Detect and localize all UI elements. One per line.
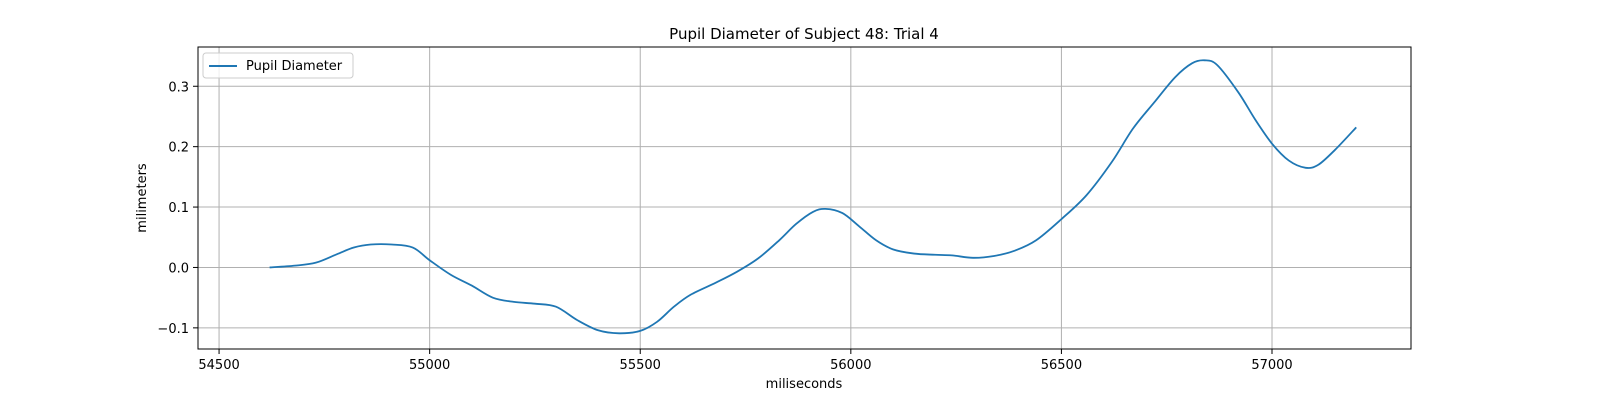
chart-title: Pupil Diameter of Subject 48: Trial 4 (669, 25, 939, 43)
x-tick-label: 55000 (409, 358, 450, 373)
x-tick-label: 56000 (830, 358, 871, 373)
y-tick-label: 0.2 (168, 141, 189, 156)
y-axis-label: milimeters (135, 163, 150, 233)
plot-frame (197, 46, 1412, 350)
legend: Pupil Diameter (202, 52, 354, 79)
tick-layer: 54500 55000 55500 56000 56500 57000 −0.1 0.0 0.1… (157, 80, 1292, 373)
x-axis-label: miliseconds (766, 377, 843, 392)
pupil-diameter-series-line (269, 59, 1357, 335)
y-tick-label: 0.1 (168, 201, 189, 216)
y-tick-label: −0.1 (157, 322, 189, 337)
legend-label: Pupil Diameter (246, 59, 343, 74)
legend-box (202, 52, 354, 79)
x-tick-label: 54500 (198, 358, 239, 373)
y-tick-label: 0.0 (168, 261, 189, 276)
x-tick-label: 55500 (620, 358, 661, 373)
y-tick-label: 0.3 (168, 80, 189, 95)
grid-layer (198, 47, 1411, 349)
x-tick-label: 57000 (1251, 358, 1292, 373)
x-tick-label: 56500 (1041, 358, 1082, 373)
series-layer (269, 59, 1357, 335)
